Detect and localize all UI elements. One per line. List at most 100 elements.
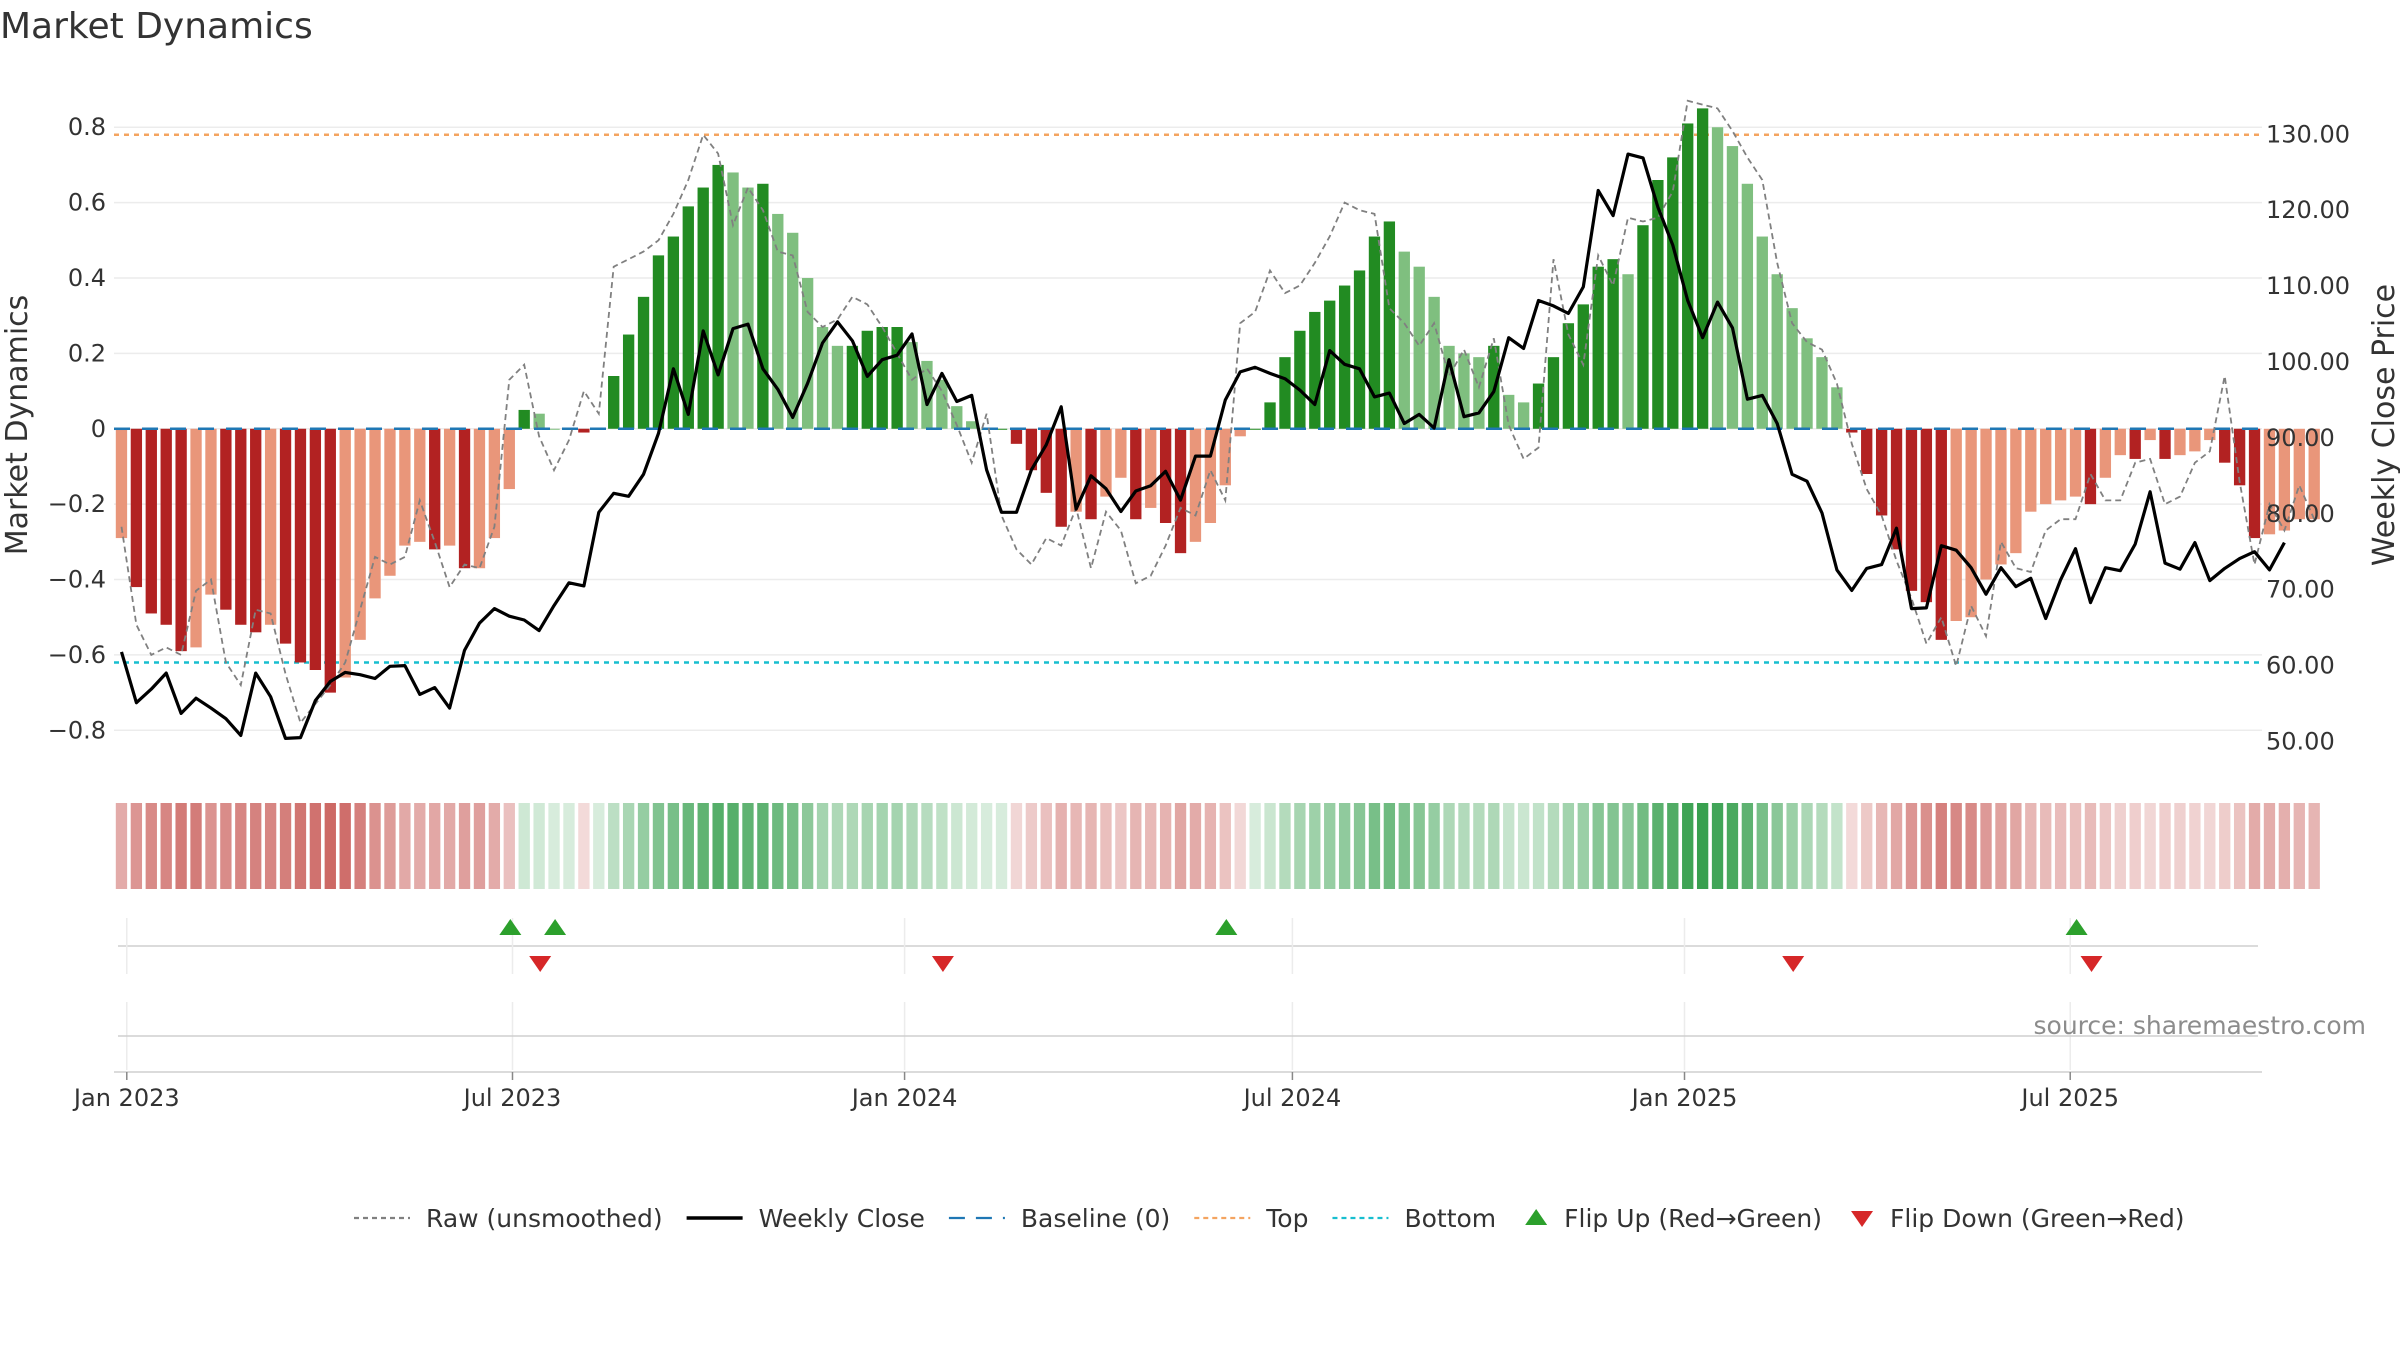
state-strip-cell [1562,803,1575,889]
state-strip-cell [1965,803,1977,889]
state-strip-cell [622,803,635,889]
state-strip-cell [2204,803,2216,889]
bar [1831,387,1843,429]
bar [712,164,724,429]
state-strip-cell [1846,803,1858,889]
y-tick-label: 0.6 [68,189,106,217]
state-strip-cell [697,803,709,889]
bar [294,428,307,663]
bar [145,428,157,614]
bar [2040,428,2052,505]
state-strip-cell [279,803,292,889]
bar [2233,428,2246,486]
state-strip-cell [891,803,903,889]
bar [1503,394,1515,429]
y2-tick-label: 70.00 [2266,576,2335,604]
state-strip-cell [548,803,560,889]
state-strip-cell [1831,803,1843,889]
bar [1219,428,1231,486]
state-strip-cell [727,803,739,889]
state-strip-cell [1771,803,1783,889]
bar [503,428,515,490]
state-strip-cell [2308,803,2320,889]
state-strip-cell [2054,803,2067,889]
state-strip-cell [1622,803,1634,889]
bar [1592,266,1604,429]
state-strip-cell [2189,803,2201,889]
bar [861,330,873,429]
bar [1294,330,1306,429]
state-strip-cell [593,803,605,889]
bar [966,421,978,429]
bar [1040,428,1052,493]
bar [2204,428,2216,441]
bar [2293,428,2305,520]
bar [1055,428,1067,527]
bar [2189,428,2201,452]
state-strip-cell [1159,803,1172,889]
bar [727,172,739,429]
state-strip-cell [1279,803,1291,889]
state-strip-cell [1025,803,1038,889]
bar [1025,428,1038,471]
bar [831,345,844,429]
legend-item-close: Weekly Close [686,1204,925,1233]
state-strip-cell [1756,803,1768,889]
state-strip-cell [2263,803,2276,889]
state-strip-cell [861,803,873,889]
state-strip-cell [578,803,590,889]
bar [1353,270,1366,429]
legend-marker [1851,1211,1874,1227]
bar [235,428,247,625]
x-tick-label: Jan 2024 [850,1084,958,1112]
state-strip-cell [1861,803,1873,889]
raw-series [120,99,2316,725]
state-strip-cell [816,803,829,889]
bar [1383,221,1396,429]
bar [339,428,351,678]
close-line [119,152,2286,741]
flip-down-marker [2080,956,2103,972]
bar [1473,357,1485,429]
state-strip-cell [846,803,859,889]
bar [324,428,336,693]
y2-tick-label: 100.00 [2266,348,2350,376]
state-strip-cell [980,803,993,889]
bar [533,413,545,429]
state-strip-cell [995,803,1008,889]
bar [1801,338,1813,429]
state-strip-cell [1383,803,1396,889]
bar [1935,428,1947,640]
state-strip-cell [1234,803,1246,889]
y-tick-label: −0.2 [48,490,106,518]
legend-label: Baseline (0) [1021,1204,1170,1233]
state-strip-cell [1294,803,1306,889]
state-strip-cell [429,803,441,889]
bar [2010,428,2022,554]
state-strip-cell [2248,803,2261,889]
state-strip-cell [772,803,784,889]
state-strip-cell [1682,803,1694,889]
y-tick-label: 0.2 [68,339,106,367]
state-strip-cell [1040,803,1052,889]
x-tick-label: Jul 2024 [1242,1084,1342,1112]
bar [1204,428,1217,523]
state-strip-cell [2069,803,2082,889]
flip-up-marker [499,919,522,935]
state-strip-cell [2174,803,2186,889]
state-strip-cell [936,803,948,889]
state-strip-cell [1741,803,1754,889]
bar [1547,357,1560,429]
bar [846,345,859,429]
bar [399,428,411,546]
y-axis-left: −0.8 −0.6 −0.4 −0.2 0 0.2 0.4 0.6 0.8 [48,113,106,744]
bar [1398,251,1410,429]
state-strip-cell [2233,803,2246,889]
state-strip-cell [2010,803,2022,889]
bar [1816,357,1828,429]
legend-label: Flip Down (Green→Red) [1890,1204,2185,1233]
bar [175,428,187,652]
bar [130,428,143,588]
bar [2219,428,2231,463]
bar [1234,428,1246,437]
